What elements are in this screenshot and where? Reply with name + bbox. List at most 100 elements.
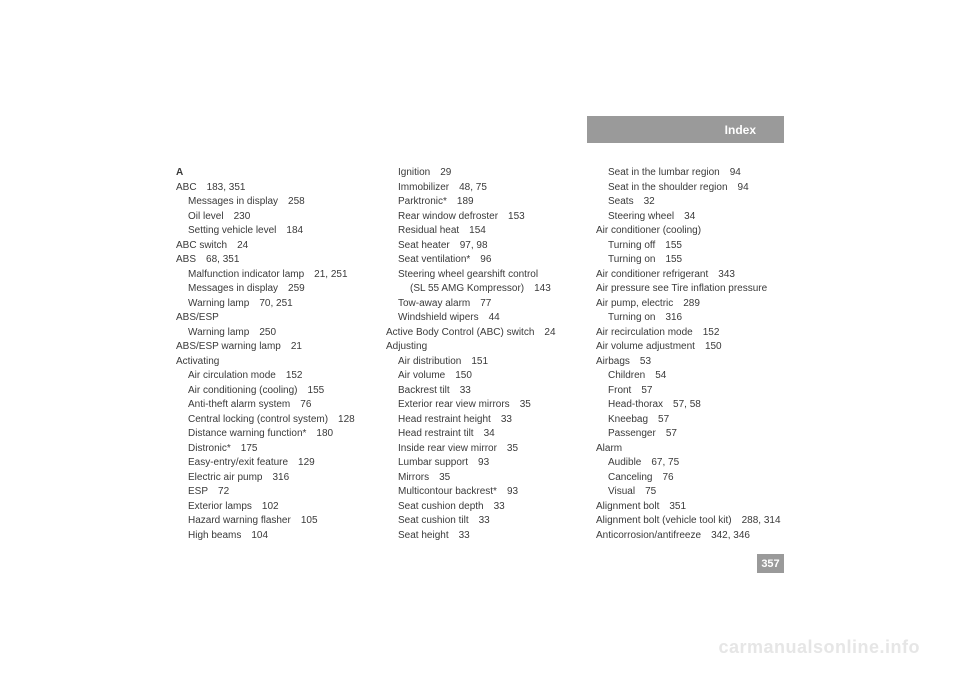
index-entry-text: ABC switch <box>176 240 227 251</box>
index-entry-pages: 76 <box>662 472 673 483</box>
page-number: 357 <box>757 554 784 573</box>
index-entry-text: Seat ventilation* <box>398 254 470 265</box>
index-entry: Head-thorax 57, 58 <box>596 398 784 413</box>
index-entry-pages: 44 <box>489 312 500 323</box>
index-entry: Residual heat154 <box>386 224 574 239</box>
index-entry: Warning lamp70, 251 <box>176 297 364 312</box>
index-entry: Warning lamp250 <box>176 326 364 341</box>
index-entry-pages: 21 <box>291 341 302 352</box>
index-entry: Ignition29 <box>386 166 574 181</box>
index-entry-text: Airbags <box>596 356 630 367</box>
index-entry-text: (SL 55 AMG Kompressor) <box>410 283 524 294</box>
index-entry-text: Setting vehicle level <box>188 225 276 236</box>
index-entry-pages: 33 <box>501 414 512 425</box>
index-entry-pages: 35 <box>520 399 531 410</box>
index-entry: Turning on316 <box>596 311 784 326</box>
index-entry-text: Exterior lamps <box>188 501 252 512</box>
index-entry: Central locking (control system) 128 <box>176 413 364 428</box>
index-entry-pages: 76 <box>300 399 311 410</box>
index-entry: Steering wheel gearshift control <box>386 268 574 283</box>
index-entry-text: Messages in display <box>188 283 278 294</box>
index-entry-text: Canceling <box>608 472 652 483</box>
index-entry: Electric air pump316 <box>176 471 364 486</box>
index-entry: Parktronic*189 <box>386 195 574 210</box>
index-entry-pages: 57, 58 <box>673 399 701 410</box>
index-entry: Audible67, 75 <box>596 456 784 471</box>
index-entry-text: Seat height <box>398 530 449 541</box>
index-entry-pages: 288, 314 <box>742 515 781 526</box>
index-entry-text: Seat cushion tilt <box>398 515 469 526</box>
index-entry-pages: 33 <box>494 501 505 512</box>
index-entry-text: Backrest tilt <box>398 385 450 396</box>
index-entry: Air conditioner refrigerant343 <box>596 268 784 283</box>
index-entry-text: Air volume <box>398 370 445 381</box>
index-entry: Air pressure see Tire inflation pressure <box>596 282 784 297</box>
index-entry-text: Adjusting <box>386 341 427 352</box>
index-entry: Anticorrosion/antifreeze342, 346 <box>596 529 784 544</box>
index-entry-text: Children <box>608 370 645 381</box>
index-entry: Canceling 76 <box>596 471 784 486</box>
index-entry-pages: 153 <box>508 211 525 222</box>
index-entry-text: ESP <box>188 486 208 497</box>
index-entry: Malfunction indicator lamp21, 251 <box>176 268 364 283</box>
index-entry-text: Passenger <box>608 428 656 439</box>
index-entry-pages: 258 <box>288 196 305 207</box>
index-entry-pages: 34 <box>484 428 495 439</box>
index-entry-text: Audible <box>608 457 641 468</box>
index-entry-pages: 150 <box>705 341 722 352</box>
index-header-title: Index <box>725 123 756 137</box>
index-entry-pages: 259 <box>288 283 305 294</box>
index-entry-pages: 97, 98 <box>460 240 488 251</box>
index-entry-pages: 129 <box>298 457 315 468</box>
watermark: carmanualsonline.info <box>718 637 920 658</box>
index-entry: ABS/ESP warning lamp 21 <box>176 340 364 355</box>
index-entry: Air conditioning (cooling)155 <box>176 384 364 399</box>
index-entry-text: Steering wheel <box>608 211 674 222</box>
index-entry-pages: 35 <box>439 472 450 483</box>
index-entry-text: Distronic* <box>188 443 231 454</box>
index-entry: ABC switch24 <box>176 239 364 254</box>
index-entry-pages: 53 <box>640 356 651 367</box>
index-entry-text: Hazard warning flasher <box>188 515 291 526</box>
index-entry-text: Warning lamp <box>188 298 249 309</box>
index-entry: ABC183, 351 <box>176 181 364 196</box>
index-entry-text: Seat in the lumbar region <box>608 167 720 178</box>
index-entry: Seats32 <box>596 195 784 210</box>
index-entry-text: Inside rear view mirror <box>398 443 497 454</box>
index-entry-pages: 289 <box>683 298 700 309</box>
index-entry-text: Multicontour backrest* <box>398 486 497 497</box>
index-entry-pages: 54 <box>655 370 666 381</box>
index-entry-pages: 96 <box>480 254 491 265</box>
index-entry: Anti-theft alarm system 76 <box>176 398 364 413</box>
index-entry-text: Seat heater <box>398 240 450 251</box>
index-entry-text: Central locking (control system) <box>188 414 328 425</box>
index-entry: Seat in the lumbar region 94 <box>596 166 784 181</box>
index-entry-pages: 94 <box>730 167 741 178</box>
index-entry-pages: 104 <box>251 530 268 541</box>
index-entry-text: Turning on <box>608 254 655 265</box>
index-entry: Messages in display 259 <box>176 282 364 297</box>
index-entry: High beams104 <box>176 529 364 544</box>
index-entry-text: Turning off <box>608 240 655 251</box>
index-entry-text: Alignment bolt (vehicle tool kit) <box>596 515 732 526</box>
index-entry-text: Anti-theft alarm system <box>188 399 290 410</box>
index-entry-text: Active Body Control (ABC) switch <box>386 327 534 338</box>
index-entry-pages: 75 <box>645 486 656 497</box>
index-entry-pages: 128 <box>338 414 355 425</box>
index-entry: Air recirculation mode152 <box>596 326 784 341</box>
index-entry: Air circulation mode152 <box>176 369 364 384</box>
index-entry-text: Head-thorax <box>608 399 663 410</box>
index-entry-pages: 184 <box>286 225 303 236</box>
index-entry: Visual75 <box>596 485 784 500</box>
index-entry-text: Kneebag <box>608 414 648 425</box>
index-entry-pages: 93 <box>507 486 518 497</box>
index-entry-text: ABS/ESP warning lamp <box>176 341 281 352</box>
index-entry-pages: 155 <box>665 240 682 251</box>
index-entry-text: Rear window defroster <box>398 211 498 222</box>
index-entry-pages: 35 <box>507 443 518 454</box>
index-entry-pages: 152 <box>703 327 720 338</box>
index-entry: Backrest tilt33 <box>386 384 574 399</box>
index-entry-text: Front <box>608 385 631 396</box>
index-entry-pages: 154 <box>469 225 486 236</box>
index-column-1: A ABC183, 351Messages in display258Oil l… <box>176 166 364 543</box>
